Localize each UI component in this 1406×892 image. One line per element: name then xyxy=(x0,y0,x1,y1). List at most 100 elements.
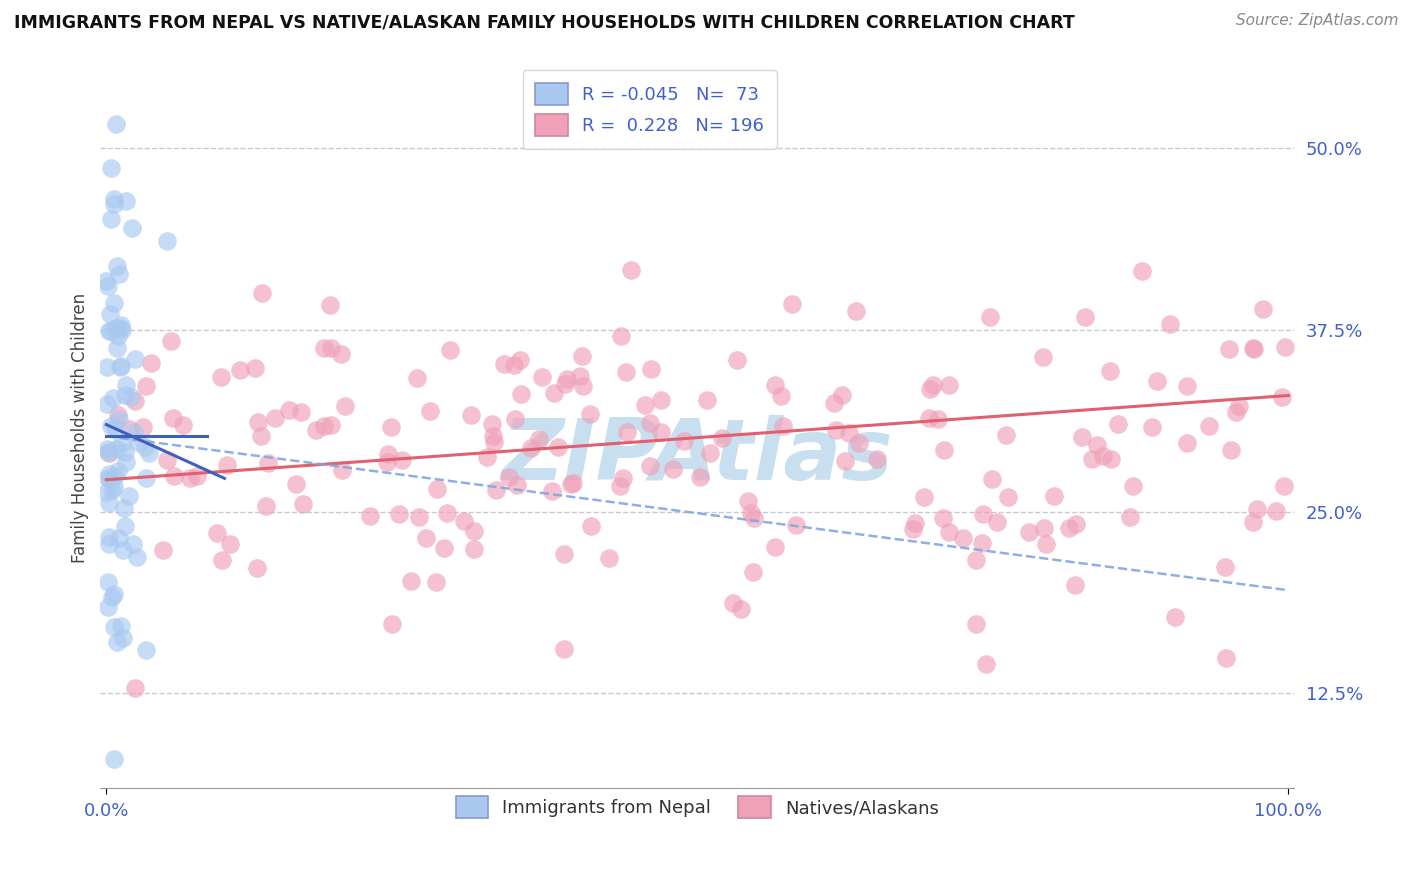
Point xyxy=(1164,610,1187,624)
Point xyxy=(763,540,786,554)
Point xyxy=(481,429,503,443)
Point xyxy=(97,599,120,614)
Point xyxy=(1274,340,1296,354)
Point xyxy=(205,526,228,541)
Point xyxy=(97,325,120,339)
Point xyxy=(103,192,125,206)
Text: Source: ZipAtlas.com: Source: ZipAtlas.com xyxy=(1236,13,1399,29)
Point xyxy=(579,519,602,533)
Point xyxy=(111,542,134,557)
Point xyxy=(108,320,131,334)
Point xyxy=(453,515,475,529)
Point xyxy=(163,469,186,483)
Point xyxy=(1080,451,1102,466)
Point xyxy=(974,657,997,671)
Point xyxy=(1033,521,1056,535)
Point xyxy=(179,471,201,485)
Point xyxy=(981,472,1004,486)
Point xyxy=(115,454,138,468)
Point xyxy=(375,455,398,469)
Point xyxy=(1064,577,1087,591)
Point xyxy=(96,442,118,456)
Point xyxy=(825,423,848,437)
Point xyxy=(780,297,803,311)
Point xyxy=(1251,301,1274,316)
Point xyxy=(96,274,118,288)
Point xyxy=(97,279,120,293)
Point xyxy=(1243,342,1265,356)
Point xyxy=(463,541,485,556)
Point xyxy=(215,458,238,473)
Point xyxy=(725,352,748,367)
Point xyxy=(112,501,135,516)
Point xyxy=(1074,310,1097,325)
Point xyxy=(571,350,593,364)
Point xyxy=(481,417,503,431)
Point xyxy=(321,417,343,432)
Point xyxy=(510,386,533,401)
Point xyxy=(103,752,125,766)
Point xyxy=(156,234,179,248)
Point xyxy=(135,379,157,393)
Point xyxy=(650,393,672,408)
Point xyxy=(96,485,118,500)
Point xyxy=(1071,430,1094,444)
Point xyxy=(994,427,1017,442)
Point xyxy=(620,262,643,277)
Point xyxy=(475,450,498,464)
Point xyxy=(117,489,139,503)
Point xyxy=(838,426,860,441)
Point xyxy=(866,452,889,467)
Point xyxy=(485,483,508,498)
Point xyxy=(502,358,524,372)
Point xyxy=(312,419,335,434)
Point xyxy=(918,410,941,425)
Point xyxy=(938,524,960,539)
Point xyxy=(160,334,183,348)
Point xyxy=(638,459,661,474)
Point xyxy=(107,412,129,426)
Point xyxy=(560,477,582,491)
Point xyxy=(107,409,129,423)
Point xyxy=(380,617,402,632)
Point xyxy=(108,531,131,545)
Point xyxy=(314,342,336,356)
Point xyxy=(218,537,240,551)
Point xyxy=(110,618,132,632)
Point xyxy=(103,480,125,494)
Point xyxy=(509,352,531,367)
Point xyxy=(107,267,129,281)
Point xyxy=(408,509,430,524)
Point xyxy=(742,565,765,579)
Point xyxy=(399,574,422,589)
Point xyxy=(111,435,134,450)
Point xyxy=(785,517,807,532)
Point xyxy=(97,530,120,544)
Point xyxy=(1122,479,1144,493)
Point xyxy=(132,419,155,434)
Point xyxy=(610,329,633,343)
Point xyxy=(419,404,441,418)
Point xyxy=(672,434,695,448)
Point xyxy=(105,341,128,355)
Point xyxy=(972,507,994,521)
Point xyxy=(105,259,128,273)
Point xyxy=(96,397,118,411)
Point xyxy=(912,490,935,504)
Point xyxy=(696,393,718,408)
Point xyxy=(1098,364,1121,378)
Point xyxy=(1271,391,1294,405)
Point xyxy=(335,400,357,414)
Point xyxy=(97,471,120,485)
Point xyxy=(254,499,277,513)
Point xyxy=(162,411,184,425)
Point xyxy=(107,328,129,343)
Point xyxy=(616,425,638,440)
Point xyxy=(108,359,131,374)
Point xyxy=(246,560,269,574)
Point xyxy=(831,388,853,402)
Point xyxy=(640,416,662,430)
Point xyxy=(1219,443,1241,458)
Point xyxy=(124,351,146,366)
Point xyxy=(1241,342,1264,356)
